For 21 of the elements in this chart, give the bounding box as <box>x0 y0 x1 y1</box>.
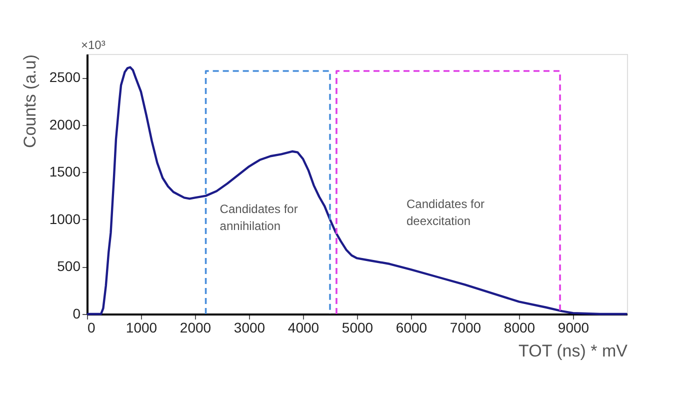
x-tick-label: 2000 <box>180 320 212 336</box>
y-tick-label: 1500 <box>49 164 81 180</box>
x-tick-label: 0 <box>88 320 96 336</box>
x-tick-label: 9000 <box>558 320 590 336</box>
y-tick-label: 2000 <box>49 116 81 132</box>
x-tick-label: 4000 <box>288 320 320 336</box>
y-axis-title: Counts (a.u) <box>20 54 40 148</box>
annotation: Candidates for deexcitation <box>406 197 485 228</box>
x-tick-label: 6000 <box>396 320 428 336</box>
x-tick-label: 1000 <box>126 320 158 336</box>
x-tick-label: 7000 <box>450 320 482 336</box>
text: ×10³ <box>81 38 106 52</box>
y-tick-label: 500 <box>57 258 81 274</box>
x-tick-label: 3000 <box>234 320 266 336</box>
x-tick-label: 5000 <box>342 320 374 336</box>
y-tick-label: 2500 <box>49 69 81 86</box>
annotation: Candidates for annihilation <box>220 202 298 233</box>
y-tick-label: 1000 <box>49 210 81 227</box>
y-tick-label: 0 <box>72 306 81 322</box>
x-axis-title: TOT (ns) * mV <box>518 342 628 360</box>
x-tick-label: 8000 <box>504 320 536 336</box>
